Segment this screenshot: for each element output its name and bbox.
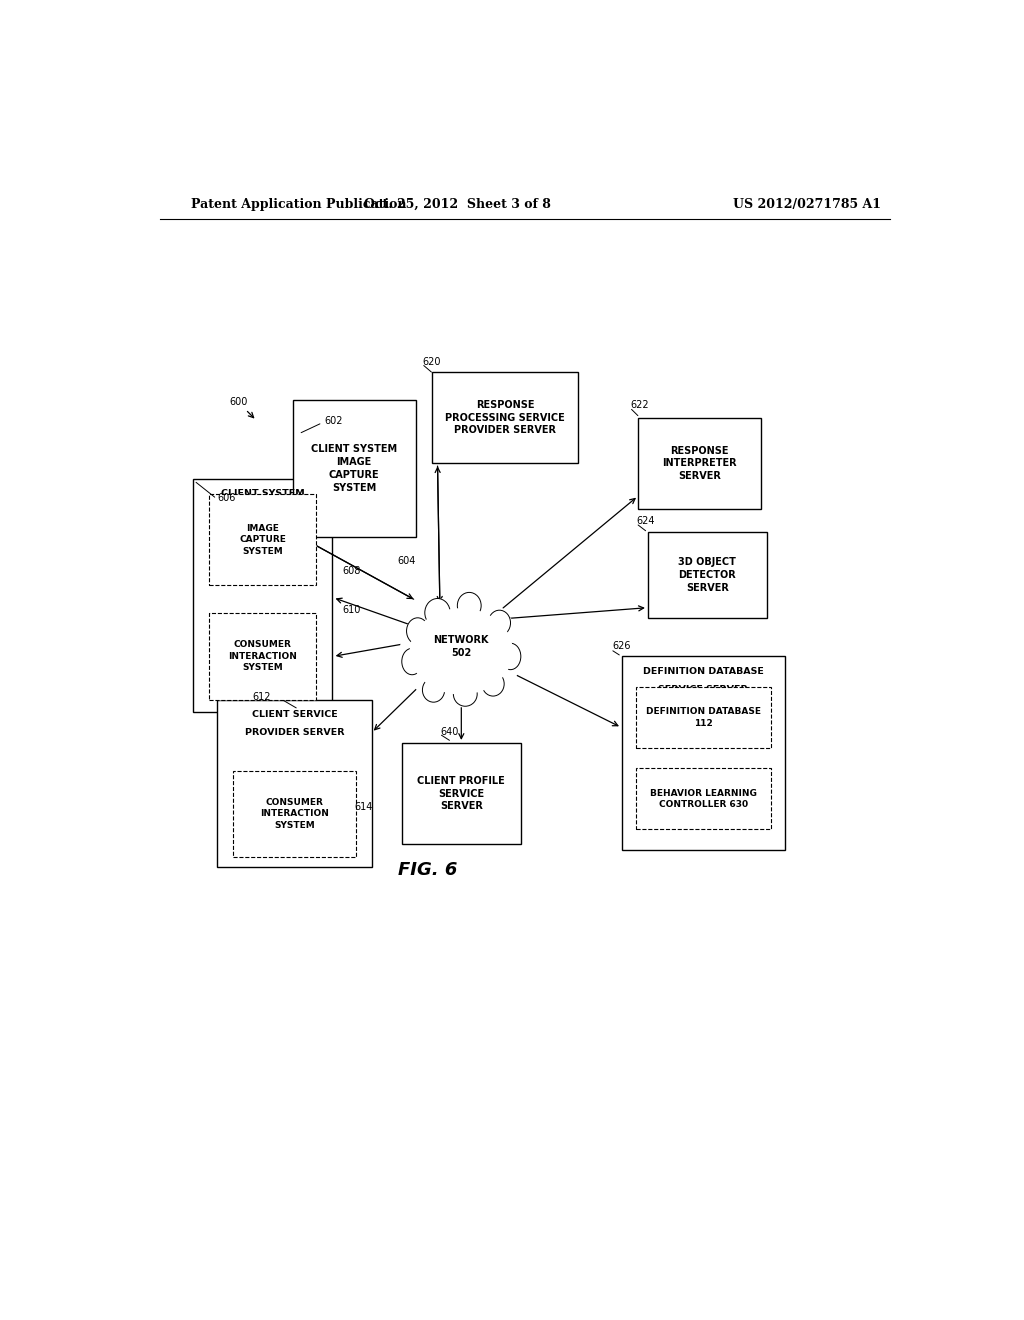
Ellipse shape [454, 682, 477, 706]
Ellipse shape [399, 595, 523, 708]
Text: 602: 602 [324, 416, 342, 425]
Bar [293, 400, 416, 537]
Ellipse shape [407, 618, 429, 644]
Bar [648, 532, 767, 618]
Text: 604: 604 [397, 556, 416, 566]
Bar [622, 656, 784, 850]
Text: 608: 608 [342, 566, 360, 576]
Bar [431, 372, 579, 463]
Text: US 2012/0271785 A1: US 2012/0271785 A1 [732, 198, 881, 211]
Text: PROVIDER SERVER: PROVIDER SERVER [245, 729, 344, 737]
Text: 622: 622 [631, 400, 649, 411]
Text: NETWORK
502: NETWORK 502 [433, 635, 489, 657]
Text: 610: 610 [342, 605, 360, 615]
Ellipse shape [425, 598, 451, 627]
Text: 624: 624 [637, 516, 655, 527]
Text: CLIENT SYSTEM: CLIENT SYSTEM [221, 488, 305, 498]
Text: FIG. 6: FIG. 6 [397, 861, 457, 879]
Ellipse shape [410, 609, 513, 694]
Text: CONSUMER
INTERACTION
SYSTEM: CONSUMER INTERACTION SYSTEM [228, 640, 297, 672]
Text: 626: 626 [612, 642, 631, 651]
Bar [194, 479, 333, 713]
Bar [636, 686, 771, 748]
Text: CLIENT PROFILE
SERVICE
SERVER: CLIENT PROFILE SERVICE SERVER [418, 776, 505, 812]
Text: 612: 612 [253, 692, 271, 702]
Bar [401, 743, 521, 845]
Text: 606: 606 [218, 492, 237, 503]
Text: DEFINITION DATABASE
112: DEFINITION DATABASE 112 [646, 708, 761, 727]
Text: IMAGE
CAPTURE
SYSTEM: IMAGE CAPTURE SYSTEM [240, 524, 287, 556]
Text: SERVICE SERVER: SERVICE SERVER [658, 685, 749, 694]
Ellipse shape [458, 593, 481, 619]
Ellipse shape [423, 677, 444, 702]
Bar [217, 700, 372, 867]
Text: CONSUMER
INTERACTION
SYSTEM: CONSUMER INTERACTION SYSTEM [260, 799, 329, 830]
Ellipse shape [401, 648, 423, 675]
Text: RESPONSE
PROCESSING SERVICE
PROVIDER SERVER: RESPONSE PROCESSING SERVICE PROVIDER SER… [445, 400, 565, 436]
Bar [209, 494, 316, 585]
Text: DEFINITION DATABASE: DEFINITION DATABASE [643, 667, 764, 676]
Text: CLIENT SYSTEM
IMAGE
CAPTURE
SYSTEM: CLIENT SYSTEM IMAGE CAPTURE SYSTEM [311, 445, 397, 492]
Ellipse shape [416, 603, 507, 700]
Text: Oct. 25, 2012  Sheet 3 of 8: Oct. 25, 2012 Sheet 3 of 8 [364, 198, 551, 211]
Bar [209, 614, 316, 700]
Text: 3D OBJECT
DETECTOR
SERVER: 3D OBJECT DETECTOR SERVER [678, 557, 736, 593]
Ellipse shape [482, 672, 504, 696]
Text: 620: 620 [423, 356, 441, 367]
Text: RESPONSE
INTERPRETER
SERVER: RESPONSE INTERPRETER SERVER [663, 446, 736, 480]
Text: 614: 614 [354, 801, 373, 812]
Bar [233, 771, 356, 857]
Ellipse shape [488, 610, 511, 636]
Bar [636, 768, 771, 829]
Text: Patent Application Publication: Patent Application Publication [191, 198, 407, 211]
Ellipse shape [500, 643, 521, 669]
Text: 600: 600 [229, 397, 248, 408]
Bar [638, 417, 761, 510]
Text: BEHAVIOR LEARNING
CONTROLLER 630: BEHAVIOR LEARNING CONTROLLER 630 [650, 788, 757, 809]
Text: 640: 640 [440, 726, 459, 737]
Text: CLIENT SERVICE: CLIENT SERVICE [252, 710, 338, 719]
